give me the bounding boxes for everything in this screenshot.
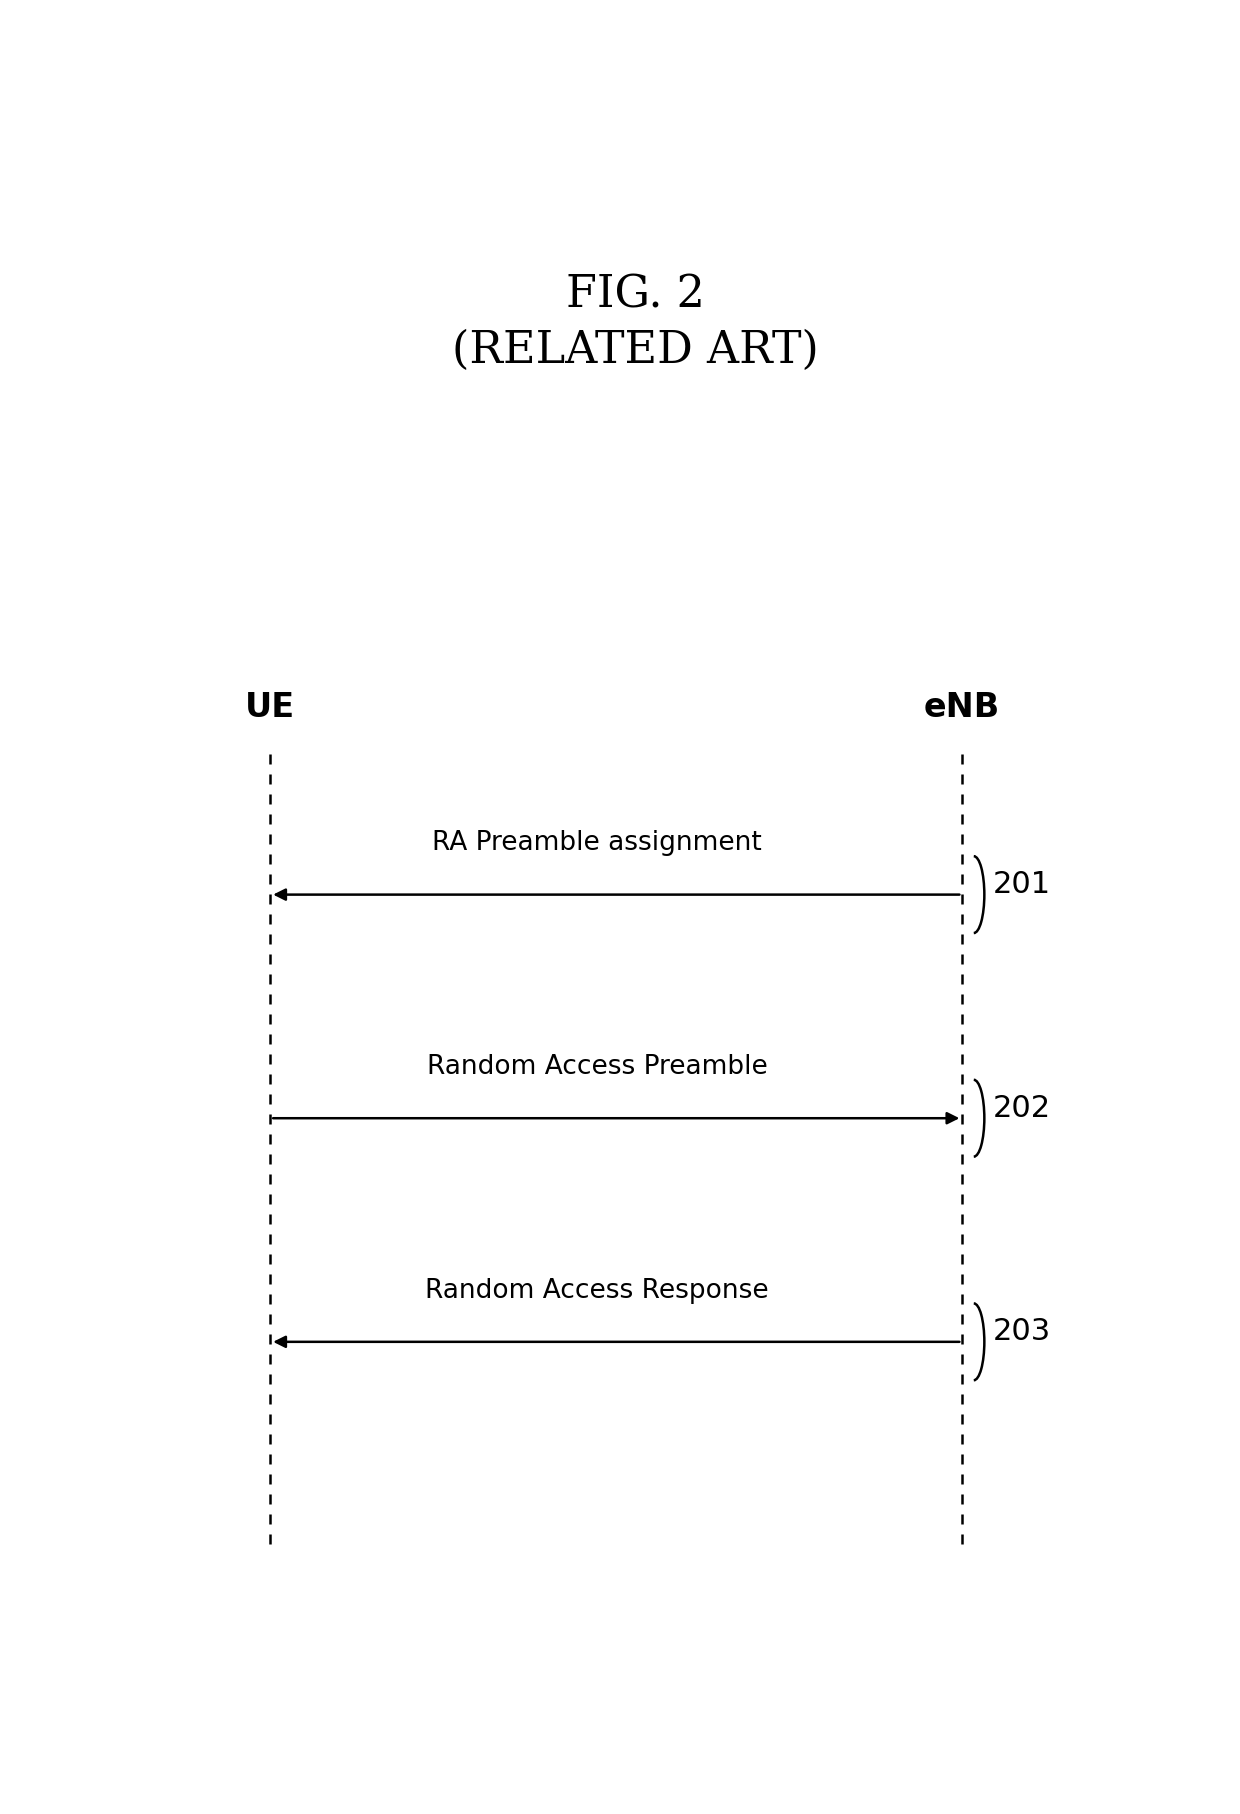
Text: eNB: eNB: [924, 691, 1001, 724]
Text: UE: UE: [246, 691, 295, 724]
Text: Random Access Preamble: Random Access Preamble: [427, 1054, 768, 1079]
Text: 201: 201: [993, 869, 1052, 898]
Text: 203: 203: [993, 1317, 1052, 1346]
Text: 202: 202: [993, 1094, 1052, 1121]
Text: Random Access Response: Random Access Response: [425, 1277, 769, 1302]
Text: RA Preamble assignment: RA Preamble assignment: [433, 831, 761, 856]
Text: (RELATED ART): (RELATED ART): [453, 328, 818, 372]
Text: FIG. 2: FIG. 2: [567, 272, 704, 316]
